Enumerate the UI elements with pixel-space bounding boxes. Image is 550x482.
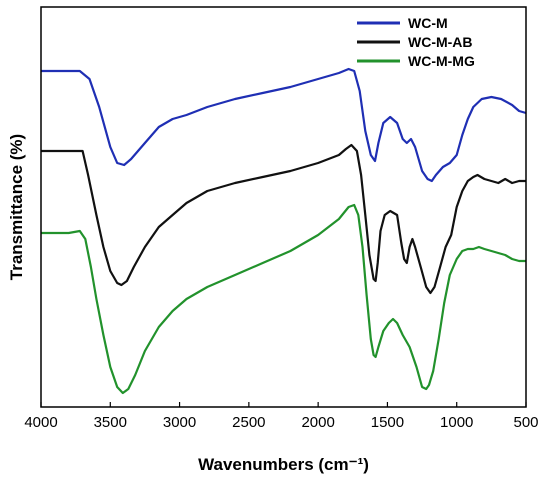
plot-frame	[40, 6, 527, 408]
x-axis-title: Wavenumbers (cm⁻¹)	[198, 455, 369, 474]
series-layer	[41, 67, 527, 395]
series-line-wc-m-ab	[41, 143, 526, 295]
x-tick-label: 2500	[232, 414, 265, 431]
x-tick-label: 4000	[24, 414, 57, 431]
x-tick-label: 3000	[163, 414, 196, 431]
x-tick-label: 500	[513, 414, 538, 431]
y-axis-title: Transmittance (%)	[7, 134, 26, 280]
x-tick-label: 1500	[371, 414, 404, 431]
x-tick-label: 2000	[301, 414, 334, 431]
series-line-wc-m-mg	[41, 203, 526, 395]
legend-label-wc-m-ab: WC-M-AB	[408, 34, 473, 50]
legend: WC-M WC-M-AB WC-M-MG	[357, 15, 475, 69]
legend-label-wc-m: WC-M	[408, 15, 448, 31]
x-axis: 4000 3500 3000 2500 2000 1500 1000 500	[24, 402, 539, 431]
x-tick-label: 3500	[94, 414, 127, 431]
series-line-wc-m	[41, 67, 527, 183]
x-tick-label: 1000	[440, 414, 473, 431]
legend-label-wc-m-mg: WC-M-MG	[408, 53, 475, 69]
